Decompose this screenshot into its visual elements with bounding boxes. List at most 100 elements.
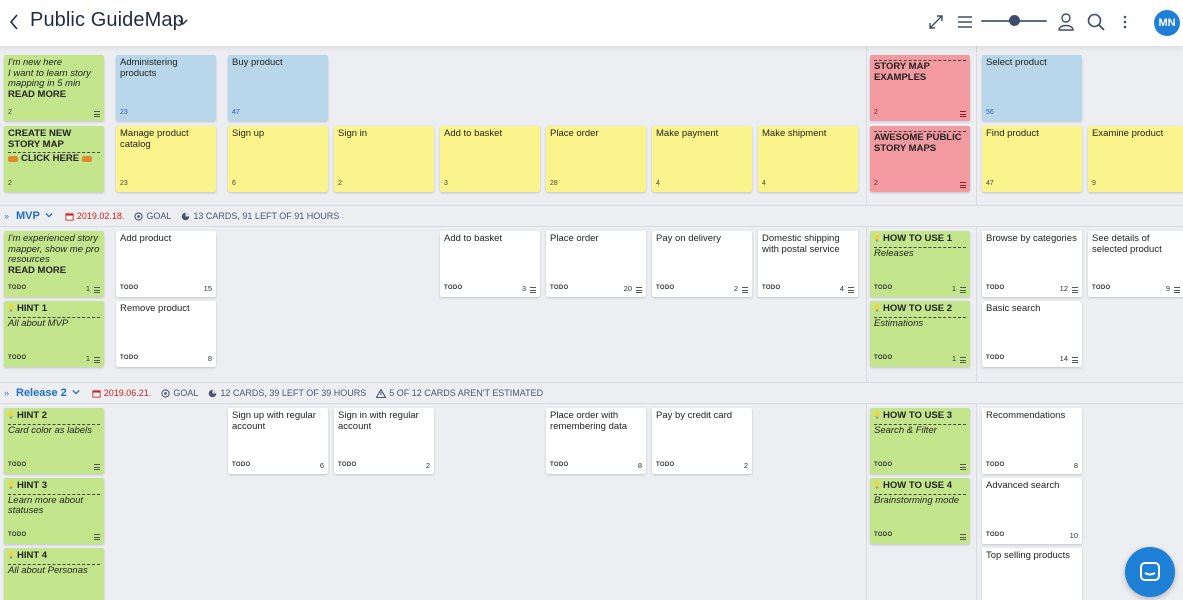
- release-date[interactable]: 2019.02.18.: [65, 211, 124, 221]
- story-card[interactable]: Add product TODO 15: [116, 231, 216, 297]
- column-divider: [866, 46, 867, 600]
- story-card[interactable]: Pay on delivery TODO 2: [652, 231, 752, 297]
- card-menu-icon[interactable]: [1072, 287, 1078, 293]
- story-card[interactable]: HINT 1 All about MVP TODO 1: [4, 301, 104, 367]
- collapse-release-button[interactable]: »: [4, 211, 10, 221]
- list-view-button[interactable]: [953, 10, 977, 34]
- story-card[interactable]: Domestic shipping with postal service TO…: [758, 231, 858, 297]
- card-menu-icon[interactable]: [94, 534, 100, 540]
- card-menu-icon[interactable]: [94, 111, 100, 117]
- expand-button[interactable]: [924, 10, 948, 34]
- story-card[interactable]: HINT 2 Card color as labels TODO: [4, 408, 104, 474]
- card-menu-icon[interactable]: [960, 534, 966, 540]
- story-card[interactable]: Top selling products: [982, 548, 1082, 600]
- step-card[interactable]: AWESOME PUBLIC STORY MAPS 2: [870, 126, 970, 192]
- card-menu-icon[interactable]: [94, 287, 100, 293]
- card-menu-icon[interactable]: [530, 287, 536, 293]
- card-title: Find product: [986, 128, 1039, 139]
- zoom-slider-handle[interactable]: [1009, 15, 1020, 26]
- backbone-card[interactable]: Buy product 47: [228, 55, 328, 121]
- card-menu-icon[interactable]: [960, 182, 966, 188]
- step-card[interactable]: Place order 28: [546, 126, 646, 192]
- story-card[interactable]: Add to basket TODO 3: [440, 231, 540, 297]
- card-title: HINT 3: [8, 480, 100, 492]
- release-goal[interactable]: GOAL: [134, 211, 171, 221]
- card-title: See details of selected product: [1092, 233, 1162, 255]
- title-dropdown-button[interactable]: [178, 14, 190, 30]
- step-card[interactable]: Sign up 6: [228, 126, 328, 192]
- card-status: TODO: [550, 461, 569, 468]
- backbone-card[interactable]: I'm new here I want to learn story mappi…: [4, 55, 104, 121]
- card-subtitle: All about MVP: [8, 317, 69, 329]
- card-number: 3: [444, 179, 448, 187]
- story-card[interactable]: Recommendations TODO 8: [982, 408, 1082, 474]
- backbone-card[interactable]: STORY MAP EXAMPLES 2: [870, 55, 970, 121]
- story-card[interactable]: Pay by credit card TODO 2: [652, 408, 752, 474]
- click-here-link[interactable]: CLICK HERE: [8, 153, 93, 165]
- persona-button[interactable]: [1054, 10, 1078, 34]
- release-date[interactable]: 2019.06.21.: [92, 388, 151, 398]
- card-menu-icon[interactable]: [1174, 287, 1180, 293]
- step-card[interactable]: Sign in 2: [334, 126, 434, 192]
- story-card[interactable]: HOW TO USE 4 Brainstorming mode TODO: [870, 478, 970, 544]
- card-status: TODO: [120, 284, 139, 291]
- card-menu-icon[interactable]: [960, 357, 966, 363]
- step-card[interactable]: Examine product 9: [1088, 126, 1183, 192]
- story-card[interactable]: I'm experienced story mapper, show me pr…: [4, 231, 104, 297]
- more-menu-button[interactable]: [1113, 10, 1137, 34]
- backbone-card[interactable]: Administering products 23: [116, 55, 216, 121]
- story-card[interactable]: HOW TO USE 1 Releases TODO 1: [870, 231, 970, 297]
- story-card[interactable]: Basic search TODO 14: [982, 301, 1082, 367]
- story-card[interactable]: Place order TODO 20: [546, 231, 646, 297]
- chat-icon: [1140, 562, 1160, 581]
- card-count: 8: [207, 353, 212, 363]
- collapse-release-button[interactable]: »: [4, 388, 10, 398]
- card-title: Make shipment: [762, 128, 827, 139]
- step-card[interactable]: Make payment 4: [652, 126, 752, 192]
- back-button[interactable]: [4, 9, 24, 35]
- story-card[interactable]: HINT 3 Learn more about statuses TODO: [4, 478, 104, 544]
- card-number: 2: [874, 108, 878, 116]
- step-card[interactable]: Find product 47: [982, 126, 1082, 192]
- story-card[interactable]: Browse by categories TODO 12: [982, 231, 1082, 297]
- release-name[interactable]: MVP: [16, 210, 40, 222]
- search-button[interactable]: [1084, 10, 1108, 34]
- story-card[interactable]: Sign up with regular account TODO 6: [228, 408, 328, 474]
- release-menu-button[interactable]: [72, 388, 82, 398]
- card-subtitle: All about Personas: [8, 564, 88, 576]
- card-menu-icon[interactable]: [848, 287, 854, 293]
- step-card[interactable]: Add to basket 3: [440, 126, 540, 192]
- card-menu-icon[interactable]: [960, 287, 966, 293]
- step-card[interactable]: Make shipment 4: [758, 126, 858, 192]
- release-name[interactable]: Release 2: [16, 387, 67, 399]
- card-menu-icon[interactable]: [960, 111, 966, 117]
- release-menu-button[interactable]: [45, 211, 55, 221]
- story-card[interactable]: Sign in with regular account TODO 2: [334, 408, 434, 474]
- lightbulb-icon: [874, 234, 880, 242]
- card-menu-icon[interactable]: [94, 357, 100, 363]
- story-card[interactable]: Remove product TODO 8: [116, 301, 216, 367]
- card-menu-icon[interactable]: [1072, 357, 1078, 363]
- page-title[interactable]: Public GuideMap: [30, 9, 184, 31]
- story-card[interactable]: See details of selected product TODO 9: [1088, 231, 1183, 297]
- avatar[interactable]: MN: [1154, 10, 1180, 36]
- lightbulb-icon: [8, 481, 14, 489]
- card-title: Sign up: [232, 128, 265, 139]
- story-card[interactable]: Place order with remembering data TODO 8: [546, 408, 646, 474]
- story-card[interactable]: Advanced search TODO 10: [982, 478, 1082, 544]
- card-menu-icon[interactable]: [742, 287, 748, 293]
- card-count: 20: [623, 283, 632, 293]
- backbone-card[interactable]: Select product 56: [982, 55, 1082, 121]
- step-card[interactable]: CREATE NEW STORY MAP CLICK HERE 2: [4, 126, 104, 192]
- step-card[interactable]: Manage product catalog 23: [116, 126, 216, 192]
- story-card[interactable]: HOW TO USE 2 Estimations TODO 1: [870, 301, 970, 367]
- story-card[interactable]: HINT 4 All about Personas: [4, 548, 104, 600]
- release-bar-release-2: » Release 2 2019.06.21. GOAL 12 CARDS, 3…: [0, 382, 1183, 404]
- card-menu-icon[interactable]: [94, 464, 100, 470]
- card-title: Sign in with regular account: [338, 410, 419, 432]
- story-card[interactable]: HOW TO USE 3 Search & Filter TODO: [870, 408, 970, 474]
- release-goal[interactable]: GOAL: [161, 388, 198, 398]
- chat-button[interactable]: [1125, 547, 1175, 597]
- card-menu-icon[interactable]: [636, 287, 642, 293]
- card-menu-icon[interactable]: [960, 464, 966, 470]
